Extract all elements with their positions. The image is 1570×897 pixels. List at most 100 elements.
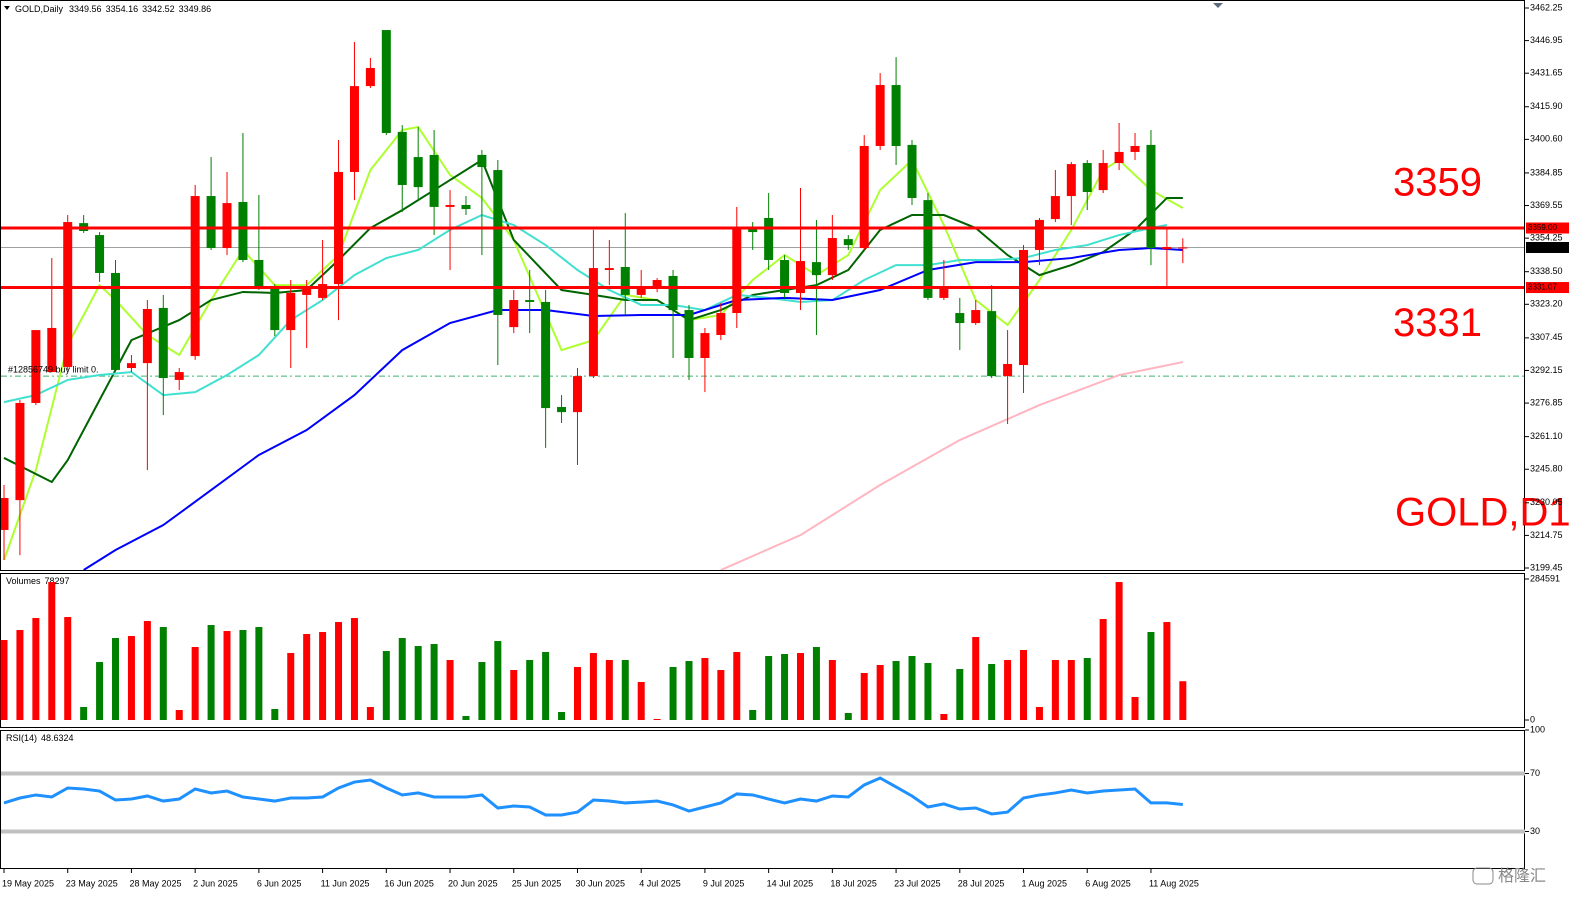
x-tick-label: 18 Jul 2025 [830,878,877,888]
level-annotation: 3331 [1393,301,1482,345]
candle-body [1066,164,1076,197]
volume-bar [127,636,135,720]
candle-body [238,202,248,260]
volume-bar [526,660,534,720]
volume-bar [1020,650,1028,720]
candle-body [572,376,582,413]
volume-bar [956,669,964,720]
x-tick-label: 4 Jul 2025 [639,878,681,888]
volume-bar [812,647,820,720]
y-tick-label: 3446.95 [1530,35,1563,45]
volume-bar [96,662,104,720]
y-tick-label: 70 [1530,768,1540,778]
volume-bar [207,625,215,720]
high-value: 3354.16 [106,4,139,14]
volume-bar [223,631,231,720]
candle-body [525,300,535,302]
volume-bar [1004,660,1012,720]
volume-value: 78297 [45,576,70,586]
volume-bar [191,647,199,720]
candle-body [158,307,168,379]
rsi-line [3,776,1183,817]
candle-body [796,261,805,294]
y-tick-label: 30 [1530,826,1540,836]
y-tick-label: 3230.05 [1530,497,1563,507]
volume-bar [1067,660,1075,720]
candle-body [477,154,487,168]
candle-body [461,205,471,210]
volume-bar [1083,658,1091,720]
volume-bar [749,710,757,720]
level-tag [1526,222,1569,234]
volume-bar [669,667,677,720]
volume-bar [510,670,518,720]
menu-arrow[interactable] [4,6,10,10]
volume-bar [16,630,24,720]
candle-body [891,85,901,146]
candle-body [923,200,933,298]
y-tick-label: 3431.65 [1530,68,1563,78]
y-tick-label: 3245.80 [1530,464,1563,474]
y-tick-label: 3354.25 [1530,233,1563,243]
candle-body [620,267,630,295]
volume-bar [350,618,358,720]
volume-bar [1035,707,1043,720]
candle-body [15,402,25,501]
candle-body [557,407,567,413]
candle-body [875,85,885,146]
candle-body [349,86,359,172]
candle-body [318,284,328,298]
candle-body [1162,246,1172,250]
x-tick-label: 23 Jul 2025 [894,878,941,888]
volume-bar [542,652,550,720]
volume-bar [382,651,390,720]
y-tick-label: 3292.15 [1530,365,1563,375]
candle-body [142,308,152,364]
volume-bar [860,673,868,720]
bid-tag [1526,241,1569,253]
volume-bar [32,618,40,720]
x-tick-label: 1 Aug 2025 [1022,878,1068,888]
y-tick-label: 3462.25 [1530,2,1563,12]
shift-marker[interactable] [1213,3,1223,8]
candle-body [604,268,614,270]
candle-body [811,262,821,276]
low-value: 3342.52 [142,4,175,14]
candle-body [445,205,455,207]
candle-body [859,145,869,249]
candle-body [780,259,790,294]
y-tick-label: 100 [1530,724,1545,734]
volume-bar [287,653,295,720]
candle-body [764,218,774,260]
chart-annotation: GOLD,D1 [1395,491,1570,535]
rsi-title: RSI(14) [6,733,37,743]
candle-body [1034,219,1044,250]
candle-body [668,275,678,311]
volume-bar [733,652,741,720]
watermark-logo [1472,867,1494,885]
price-plot [1,30,1524,570]
candle-body [588,268,598,377]
candle-body [1082,163,1092,193]
volume-bar [876,665,884,720]
volume-bar [80,707,88,720]
volume-bar [159,627,167,720]
y-tick-label: 3276.85 [1530,397,1563,407]
candle-body [254,259,264,288]
volume-bar [112,638,120,720]
y-tick-label: 3384.85 [1530,167,1563,177]
symbol: GOLD,Daily [15,4,64,14]
watermark: 格隆汇 [1498,867,1546,885]
volume-bar [335,622,343,720]
volume-bar [1147,632,1155,720]
level-tag-label: 3331.07 [1528,283,1557,292]
candle-body [1178,247,1188,249]
volume-bar [605,660,613,720]
y-tick-label: 3369.55 [1530,200,1563,210]
candle-body [365,67,375,87]
x-tick-label: 30 Jun 2025 [575,878,625,888]
x-tick-label: 25 Jun 2025 [512,878,562,888]
volume-bar [239,630,247,720]
volume-bar [573,667,581,720]
